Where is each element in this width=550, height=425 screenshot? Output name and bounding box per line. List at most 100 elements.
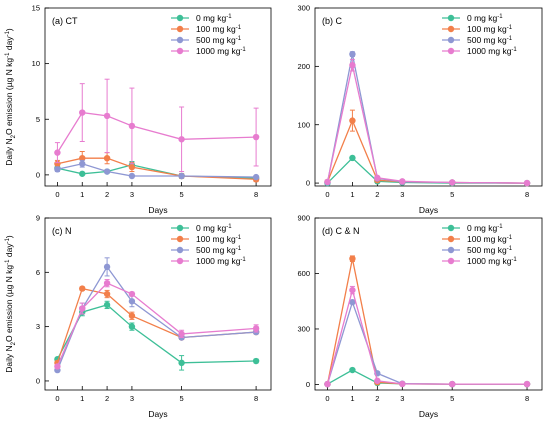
series-3 (324, 298, 531, 388)
legend-label: 100 mg kg-1 (196, 24, 242, 34)
series-line (326, 287, 527, 385)
y-tick-label: 200 (297, 62, 310, 71)
x-tick-label: 8 (254, 190, 258, 199)
x-tick-label: 2 (105, 190, 109, 199)
plot-frame (314, 217, 543, 391)
y-tick-label: 0 (306, 380, 310, 389)
x-tick-label: 3 (400, 190, 404, 199)
panel-label: (b) C (322, 16, 343, 26)
y-tick-label: 0 (306, 179, 310, 188)
series-line (57, 163, 257, 178)
data-point (79, 305, 86, 312)
data-point (324, 178, 331, 186)
y-tick-label: 6 (36, 268, 40, 277)
x-tick-label: 0 (325, 394, 329, 403)
legend-label: 0 mg kg-1 (196, 223, 232, 233)
y-axis-label: Daily N2O emission (µg N kg-1 day-1) (4, 235, 17, 373)
legend-marker (447, 235, 455, 243)
data-point (349, 61, 356, 69)
legend-marker (447, 36, 455, 44)
y-tick-label: 0 (36, 170, 40, 179)
x-tick-label: 1 (80, 190, 84, 199)
y-tick-label: 5 (36, 115, 40, 124)
y-tick-label: 15 (32, 4, 40, 13)
series-2 (54, 285, 260, 367)
legend-label: 100 mg kg-1 (467, 234, 513, 244)
legend-label: 0 mg kg-1 (467, 13, 503, 23)
series-3 (54, 257, 260, 374)
data-point (349, 50, 356, 58)
legend-marker (176, 235, 184, 243)
data-point (128, 163, 136, 171)
legend-label: 1000 mg kg-1 (467, 256, 517, 266)
x-tick-label: 8 (525, 190, 529, 199)
data-point (324, 380, 331, 388)
data-point (128, 298, 136, 305)
data-point (79, 160, 86, 167)
data-point (54, 149, 61, 156)
data-point (128, 312, 136, 319)
x-axis-label: Days (419, 205, 438, 215)
data-point (178, 330, 185, 338)
series-line (56, 265, 257, 371)
series-line (326, 53, 528, 184)
x-tick-label: 2 (105, 394, 109, 403)
x-axis-label: Days (148, 205, 167, 215)
y-tick-label: 100 (297, 120, 310, 129)
series-2 (324, 109, 531, 187)
x-tick-label: 1 (350, 190, 354, 199)
data-point (349, 286, 356, 294)
x-tick-label: 2 (375, 190, 379, 199)
plot-frame (44, 7, 272, 187)
data-point (103, 168, 111, 175)
legend-label: 100 mg kg-1 (467, 24, 513, 34)
data-point (349, 366, 356, 374)
series-2 (54, 151, 260, 183)
data-point (523, 380, 531, 388)
data-point (79, 109, 86, 116)
series-1 (54, 300, 260, 371)
y-tick-label: 600 (297, 269, 310, 278)
plot-frame (44, 217, 272, 391)
data-point (79, 170, 86, 177)
data-point (349, 255, 356, 262)
y-axis-label: Daily N2O emission (µg N kg-1 day-1) (4, 28, 17, 166)
legend-marker (447, 257, 455, 265)
legend-label: 0 mg kg-1 (467, 223, 503, 233)
data-point (128, 323, 136, 330)
legend-marker (447, 224, 455, 232)
data-point (349, 154, 356, 162)
legend-label: 500 mg kg-1 (196, 35, 242, 45)
series-4 (324, 58, 531, 187)
legend-label: 1000 mg kg-1 (196, 46, 246, 56)
legend-label: 0 mg kg-1 (196, 13, 232, 23)
series-line (326, 258, 527, 385)
data-point (252, 325, 260, 332)
data-point (523, 179, 531, 187)
data-point (128, 122, 136, 130)
series-3 (54, 159, 260, 181)
data-point (103, 263, 111, 271)
y-tick-label: 300 (297, 325, 310, 334)
x-tick-label: 0 (325, 190, 329, 199)
data-point (103, 290, 111, 298)
legend-marker (176, 257, 184, 265)
x-tick-label: 5 (180, 394, 184, 403)
x-tick-label: 5 (450, 394, 454, 403)
legend-label: 1000 mg kg-1 (467, 46, 517, 56)
data-point (103, 112, 111, 120)
data-point (79, 154, 86, 162)
plot-frame (314, 7, 543, 187)
y-tick-label: 300 (297, 4, 310, 13)
legend-label: 500 mg kg-1 (467, 35, 513, 45)
data-point (178, 359, 185, 367)
x-tick-label: 2 (375, 394, 379, 403)
data-point (448, 179, 456, 186)
series-line (326, 118, 528, 184)
panel-label: (c) N (52, 226, 72, 236)
data-point (448, 380, 456, 388)
